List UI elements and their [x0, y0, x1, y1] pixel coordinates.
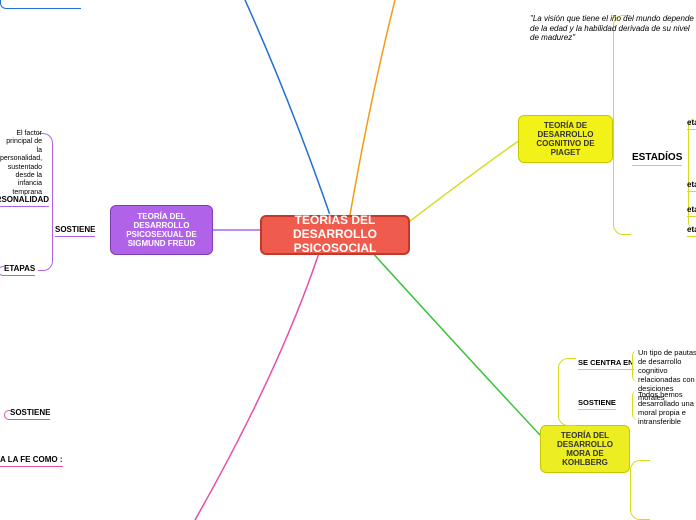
- freud-desc: El factor principal de la personalidad, …: [0, 130, 42, 197]
- kohlberg-sostiene: SOSTIENE: [578, 398, 616, 410]
- piaget-etapa-2: eta: [687, 180, 696, 192]
- kohlberg-bottom-bracket: [630, 460, 650, 520]
- piaget-etapa-1: eta: [687, 118, 696, 130]
- freud-node: TEORÍA DEL DESARROLLO PSICOSEXUAL DE SIG…: [110, 205, 213, 255]
- piaget-etapa-4: eta: [687, 225, 696, 237]
- piaget-bracket: [613, 15, 631, 235]
- piaget-etapa-3: eta: [687, 205, 696, 217]
- freud-sostiene: SOSTIENE: [55, 225, 95, 237]
- kohlberg-secentra: SE CENTRA EN: [578, 358, 634, 370]
- kohlberg-curly-2: [632, 390, 638, 420]
- piaget-node: TEORÍA DE DESARROLLO COGNITIVO DE PIAGET: [518, 115, 613, 163]
- pink-fe: A LA FE COMO :: [0, 455, 63, 467]
- center-node: TEORÍAS DEL DESARROLLO PSICOSOCIAL: [260, 215, 410, 255]
- kohlberg-desc2: Todos hemos desarrollado una moral propi…: [638, 390, 696, 426]
- pink-sostiene: SOSTIENE: [10, 408, 50, 420]
- pink-sostiene-bracket: [4, 410, 10, 420]
- kohlberg-node: TEORÍA DEL DESARROLLO MORA DE KOHLBERG: [540, 425, 630, 473]
- piaget-quote: "La visión que tiene el iño del mundo de…: [530, 14, 695, 43]
- kohlberg-curly-1: [632, 350, 638, 382]
- blue-fragment: [0, 0, 81, 9]
- kohlberg-bracket: [558, 358, 576, 426]
- freud-etapas: ETAPAS: [4, 264, 35, 276]
- freud-etapas-bracket: [0, 266, 4, 276]
- freud-personalidad: PERSONALIDAD: [0, 195, 49, 207]
- piaget-estadios: ESTADÍOS: [632, 152, 682, 166]
